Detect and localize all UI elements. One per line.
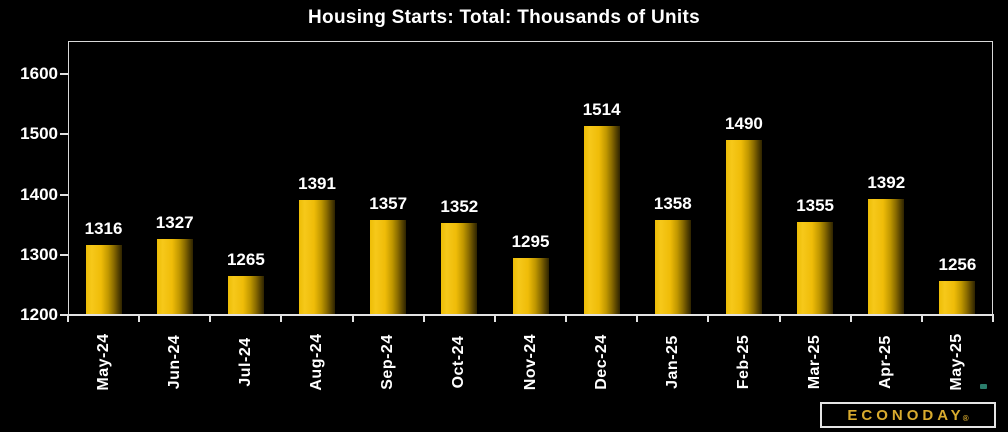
x-axis-category-label: Aug-24 <box>308 333 326 391</box>
bar-Aug-24 <box>299 199 336 315</box>
x-axis-tick <box>636 315 639 322</box>
x-axis-line <box>67 314 994 316</box>
x-axis-tick <box>707 315 710 322</box>
bar-Mar-25 <box>797 221 834 315</box>
x-axis-category-label: Mar-25 <box>806 334 824 390</box>
bar-value-label: 1327 <box>155 212 194 232</box>
bar-May-25 <box>939 281 976 315</box>
x-axis-category-label: Sep-24 <box>379 334 397 390</box>
x-axis-category-label: Jan-25 <box>663 335 681 389</box>
x-axis-category-label: May-25 <box>948 333 966 391</box>
registered-trademark-icon: ® <box>962 414 969 423</box>
bar-value-label: 1352 <box>440 197 479 217</box>
x-axis-category-label: Dec-24 <box>592 334 610 390</box>
bar-Nov-24 <box>512 257 549 315</box>
bar-Apr-25 <box>868 199 905 315</box>
x-axis-category-label: Feb-25 <box>734 334 752 390</box>
x-axis-category-label: Nov-24 <box>521 333 539 391</box>
bar-value-label: 1514 <box>582 99 621 119</box>
y-axis-tick-label: 1400 <box>20 184 58 204</box>
x-axis-tick <box>280 315 283 322</box>
x-axis-tick <box>422 315 425 322</box>
bar-Jan-25 <box>654 219 691 315</box>
bar-value-label: 1355 <box>796 195 835 215</box>
x-axis-category-label: Jul-24 <box>236 337 254 387</box>
x-axis-tick <box>493 315 496 322</box>
bar-value-label: 1358 <box>653 193 692 213</box>
bar-value-label: 1295 <box>511 231 550 251</box>
y-axis-tick-label: 1600 <box>20 64 58 84</box>
bar-value-label: 1265 <box>226 249 265 269</box>
y-axis-tick <box>60 73 68 76</box>
bar-Sep-24 <box>370 220 407 315</box>
x-axis-tick <box>209 315 212 322</box>
bar-value-label: 1392 <box>867 173 906 193</box>
y-axis-tick <box>60 314 68 316</box>
x-axis-category-label: Jun-24 <box>165 334 183 390</box>
x-axis-category-label: May-24 <box>94 333 112 391</box>
screen-artifact-dot <box>980 384 987 389</box>
bar-Jul-24 <box>227 275 264 315</box>
bar-value-label: 1316 <box>84 219 123 239</box>
bar-May-24 <box>85 245 122 315</box>
x-axis-tick <box>67 315 69 322</box>
bar-value-label: 1391 <box>298 173 336 193</box>
econoday-logo-text: ECONODAY <box>847 406 965 424</box>
x-axis-tick <box>992 315 994 322</box>
x-axis-tick <box>920 315 923 322</box>
bar-Feb-25 <box>725 140 762 315</box>
bar-value-label: 1256 <box>938 255 977 275</box>
bar-value-label: 1490 <box>725 114 763 134</box>
econoday-logo: ECONODAY ® <box>820 402 996 428</box>
y-axis-tick <box>60 133 68 136</box>
bar-Jun-24 <box>156 238 193 315</box>
bar-Oct-24 <box>441 223 478 315</box>
x-axis-tick <box>138 315 141 322</box>
y-axis-tick <box>60 193 68 196</box>
x-axis-category-label: Apr-25 <box>877 335 895 389</box>
y-axis-tick-label: 1200 <box>20 305 58 324</box>
y-axis-tick-label: 1500 <box>20 124 58 144</box>
y-axis-tick-label: 1300 <box>20 244 58 264</box>
x-axis-tick <box>565 315 568 322</box>
x-axis-tick <box>849 315 852 322</box>
x-axis-category-label: Oct-24 <box>450 335 468 389</box>
y-axis-tick <box>60 253 68 256</box>
bar-Dec-24 <box>583 125 620 315</box>
x-axis-tick <box>351 315 354 322</box>
bar-value-label: 1357 <box>369 194 408 214</box>
chart-title: Housing Starts: Total: Thousands of Unit… <box>308 7 700 28</box>
x-axis-tick <box>778 315 781 322</box>
